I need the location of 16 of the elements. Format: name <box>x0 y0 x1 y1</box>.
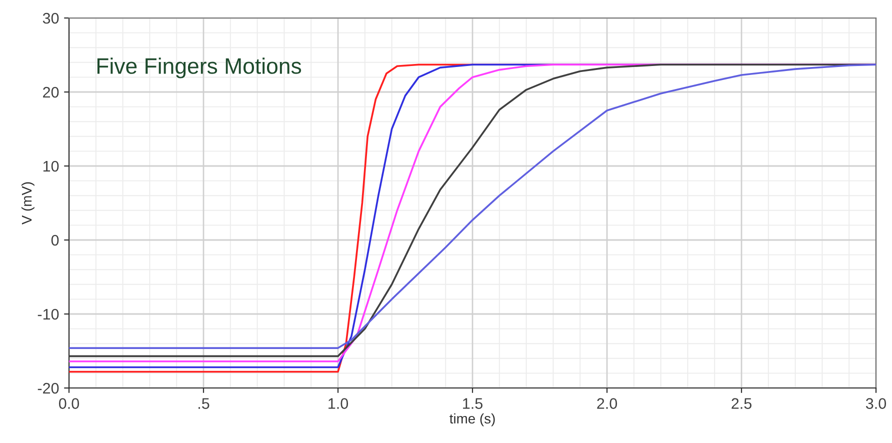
x-tick-label: 1.5 <box>463 398 482 409</box>
y-tick-label: -20 <box>38 382 59 394</box>
x-axis-title: time (s) <box>450 413 495 426</box>
y-tick-label: 10 <box>43 160 59 172</box>
x-tick-label: 2.5 <box>732 398 752 409</box>
x-tick-label: 3.0 <box>866 398 886 409</box>
x-tick-label: 2.0 <box>597 398 618 409</box>
y-axis-title: V (mV) <box>21 182 34 225</box>
y-tick-label: 20 <box>43 86 59 98</box>
y-tick-label: 30 <box>42 12 59 24</box>
annotation: Five Fingers Motions <box>97 58 302 78</box>
x-tick-label: .5 <box>198 398 210 409</box>
x-tick-label: 1.0 <box>328 398 348 409</box>
y-tick-label: 0 <box>51 234 59 246</box>
y-tick-label: -10 <box>38 308 59 320</box>
x-tick-label: 0.0 <box>58 398 80 409</box>
